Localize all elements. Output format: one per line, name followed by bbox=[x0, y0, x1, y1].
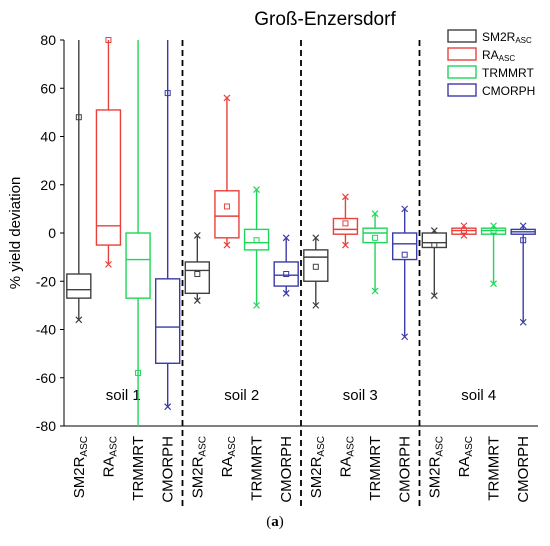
box-iqr bbox=[391, 232, 418, 261]
group-label: soil 3 bbox=[343, 387, 378, 404]
mean-marker bbox=[312, 263, 319, 270]
y-tick-label: 0 bbox=[48, 225, 56, 241]
min-marker bbox=[164, 403, 172, 411]
legend-label: RAASC bbox=[482, 48, 515, 63]
max-marker bbox=[193, 231, 201, 239]
mean-marker bbox=[194, 271, 201, 278]
x-tick-label: RAASC bbox=[337, 436, 356, 477]
x-tick-label: CMORPH bbox=[278, 436, 295, 503]
box-iqr bbox=[362, 227, 388, 244]
x-tick-label: SM2RASC bbox=[308, 436, 327, 498]
min-marker bbox=[519, 318, 527, 326]
x-tick-label: RAASC bbox=[456, 436, 475, 477]
legend-swatch bbox=[447, 47, 477, 61]
x-tick-label: TRMMRT bbox=[486, 436, 503, 501]
mean-marker bbox=[105, 37, 112, 43]
x-tick-label: CMORPH bbox=[160, 436, 177, 503]
x-tick-label: RAASC bbox=[219, 436, 238, 477]
legend-swatch bbox=[447, 29, 477, 43]
x-tick-label: SM2RASC bbox=[189, 436, 208, 498]
group-label: soil 4 bbox=[461, 387, 496, 404]
box-iqr bbox=[332, 217, 359, 235]
x-tick-label: CMORPH bbox=[397, 436, 414, 503]
legend: SM2RASC RAASC TRMMRT CMORPH bbox=[447, 29, 535, 98]
max-marker bbox=[282, 234, 290, 242]
min-marker bbox=[371, 287, 379, 295]
min-marker bbox=[430, 292, 438, 300]
caption-letter: a bbox=[271, 514, 279, 530]
mean-marker bbox=[135, 369, 142, 376]
min-marker bbox=[342, 241, 349, 249]
y-tick-label: 60 bbox=[40, 80, 56, 96]
x-tick-label: RAASC bbox=[100, 436, 119, 477]
y-tick-label: -80 bbox=[36, 418, 56, 434]
max-marker bbox=[342, 193, 349, 201]
box-iqr bbox=[95, 109, 122, 246]
max-marker bbox=[519, 222, 527, 230]
y-tick-label: -20 bbox=[36, 273, 56, 289]
y-tick-label: 40 bbox=[40, 129, 56, 145]
min-marker bbox=[312, 301, 320, 309]
min-marker bbox=[223, 241, 231, 249]
legend-label: CMORPH bbox=[482, 84, 535, 98]
y-axis-label: % yield deviation bbox=[7, 177, 24, 290]
box-iqr bbox=[421, 232, 448, 249]
figure-caption: (a) bbox=[0, 514, 550, 531]
mean-marker bbox=[372, 234, 379, 241]
min-marker bbox=[75, 316, 83, 324]
mean-marker bbox=[253, 237, 260, 244]
legend-swatch bbox=[447, 83, 477, 97]
max-marker bbox=[371, 210, 379, 218]
mean-marker bbox=[401, 251, 408, 258]
plot-area: 80 60 40 20 0 -20 -40 -60 -80 soil 1 SM2RASC RAASC T… bbox=[36, 32, 538, 510]
y-tick-label: -60 bbox=[36, 370, 56, 386]
legend-swatch bbox=[447, 65, 477, 79]
x-tick-label: CMORPH bbox=[515, 436, 532, 503]
box-iqr bbox=[66, 273, 92, 299]
box-iqr bbox=[154, 278, 181, 364]
mean-marker bbox=[283, 271, 290, 278]
box-iqr bbox=[184, 261, 211, 295]
group-label: soil 2 bbox=[224, 387, 259, 404]
mean-marker bbox=[223, 203, 230, 210]
box-plot-chart: Groß-Enzersdorf % yield deviation 80 60 40… bbox=[7, 9, 538, 510]
x-tick-label: SM2RASC bbox=[71, 436, 90, 498]
box-iqr bbox=[273, 261, 299, 287]
mean-marker bbox=[342, 220, 349, 227]
max-marker bbox=[312, 234, 320, 242]
caption-close: ) bbox=[278, 514, 284, 530]
min-marker bbox=[105, 260, 112, 268]
mean-marker bbox=[460, 227, 467, 234]
y-tick-label: -40 bbox=[36, 322, 56, 338]
mean-marker bbox=[520, 237, 527, 244]
min-marker bbox=[490, 280, 497, 288]
box-iqr bbox=[125, 232, 151, 299]
x-tick-label: SM2RASC bbox=[426, 436, 445, 498]
mean-marker bbox=[75, 114, 82, 121]
legend-label: SM2RASC bbox=[482, 30, 532, 45]
x-tick-label: TRMMRT bbox=[367, 436, 384, 501]
box-iqr bbox=[214, 190, 240, 239]
max-marker bbox=[253, 186, 260, 193]
mean-marker bbox=[164, 90, 171, 97]
y-tick-label: 20 bbox=[40, 177, 56, 193]
max-marker bbox=[223, 94, 231, 102]
max-marker bbox=[401, 205, 409, 213]
caption-open: ( bbox=[266, 514, 272, 530]
x-tick-label: TRMMRT bbox=[130, 436, 147, 501]
mean-marker bbox=[431, 242, 438, 249]
min-marker bbox=[282, 289, 290, 297]
x-tick-label: TRMMRT bbox=[249, 436, 266, 501]
chart-title: Groß-Enzersdorf bbox=[254, 9, 396, 30]
legend-label: TRMMRT bbox=[482, 66, 534, 80]
min-marker bbox=[401, 333, 409, 341]
min-marker bbox=[253, 301, 260, 309]
box-iqr bbox=[243, 228, 270, 251]
group-label: soil 1 bbox=[106, 387, 141, 404]
y-tick-label: 80 bbox=[40, 32, 56, 48]
min-marker bbox=[193, 297, 201, 304]
mean-marker bbox=[490, 227, 497, 234]
box-iqr bbox=[303, 249, 329, 282]
